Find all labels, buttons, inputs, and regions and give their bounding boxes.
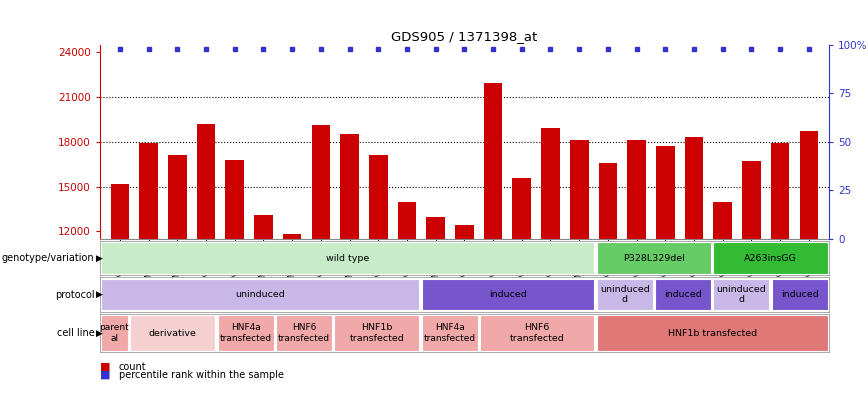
Bar (713, 202, 732, 239)
Bar (254, 215, 273, 239)
Bar (334, 315, 419, 351)
Text: HNF1b
transfected: HNF1b transfected (350, 324, 404, 343)
Bar (312, 125, 330, 239)
Bar (168, 155, 187, 239)
Bar (599, 163, 617, 239)
Text: derivative: derivative (148, 328, 197, 338)
Text: induced: induced (664, 290, 702, 299)
Text: HNF4a
transfected: HNF4a transfected (220, 324, 272, 343)
Bar (685, 137, 703, 239)
Bar (398, 202, 417, 239)
Text: A263insGG: A263insGG (744, 254, 797, 263)
Bar (713, 279, 769, 311)
Text: ■: ■ (100, 362, 110, 371)
Bar (422, 315, 477, 351)
Bar (197, 124, 215, 239)
Bar (283, 234, 301, 239)
Bar (101, 315, 128, 351)
Text: count: count (119, 362, 147, 371)
Bar (110, 183, 129, 239)
Bar (570, 140, 589, 239)
Text: HNF4a
transfected: HNF4a transfected (424, 324, 476, 343)
Bar (597, 279, 653, 311)
Text: uninduced
d: uninduced d (717, 285, 766, 304)
Text: genotype/variation: genotype/variation (2, 253, 95, 263)
Text: ▶: ▶ (96, 254, 103, 263)
Bar (742, 161, 760, 239)
Bar (480, 315, 595, 351)
Bar (218, 315, 273, 351)
Bar (799, 131, 819, 239)
Bar (426, 217, 445, 239)
Text: P328L329del: P328L329del (623, 254, 685, 263)
Text: protocol: protocol (55, 290, 95, 300)
Text: percentile rank within the sample: percentile rank within the sample (119, 370, 284, 379)
Bar (139, 143, 158, 239)
Text: HNF1b transfected: HNF1b transfected (667, 328, 757, 338)
Text: induced: induced (781, 290, 819, 299)
Text: parent
al: parent al (100, 324, 129, 343)
Bar (226, 160, 244, 239)
Bar (369, 155, 388, 239)
Bar (541, 128, 560, 239)
Text: uninduced: uninduced (235, 290, 285, 299)
Bar (656, 146, 674, 239)
Title: GDS905 / 1371398_at: GDS905 / 1371398_at (391, 30, 537, 43)
Text: HNF6
transfected: HNF6 transfected (278, 324, 330, 343)
Bar (628, 140, 646, 239)
Text: ▶: ▶ (96, 290, 103, 299)
Text: cell line: cell line (57, 328, 95, 338)
Text: wild type: wild type (326, 254, 370, 263)
Text: ■: ■ (100, 370, 110, 379)
Bar (276, 315, 332, 351)
Bar (340, 134, 358, 239)
Bar (597, 242, 711, 274)
Text: ▶: ▶ (96, 328, 103, 338)
Bar (772, 279, 828, 311)
Text: induced: induced (490, 290, 527, 299)
Bar (597, 315, 828, 351)
Text: HNF6
transfected: HNF6 transfected (510, 324, 565, 343)
Bar (455, 226, 474, 239)
Bar (101, 279, 419, 311)
Bar (655, 279, 711, 311)
Bar (422, 279, 595, 311)
Bar (771, 143, 790, 239)
Text: uninduced
d: uninduced d (600, 285, 649, 304)
Bar (130, 315, 215, 351)
Bar (512, 178, 531, 239)
Bar (483, 83, 503, 239)
Bar (101, 242, 595, 274)
Bar (713, 242, 828, 274)
